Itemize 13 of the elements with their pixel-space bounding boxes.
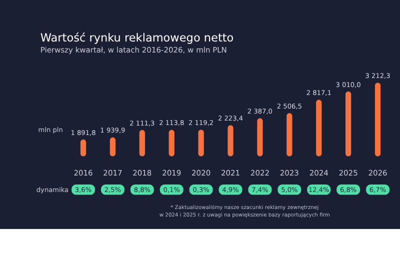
x-tick-label: 2025 xyxy=(338,168,358,178)
x-tick-label: 2021 xyxy=(220,168,240,178)
x-tick-label: 2016 xyxy=(74,168,94,178)
chart-title: Wartość rynku reklamowego netto xyxy=(40,31,234,44)
chart-subtitle: Pierwszy kwartał, w latach 2016-2026, w mln PLN xyxy=(40,46,227,55)
x-tick-label: 2020 xyxy=(192,168,211,178)
x-tick-label: 2026 xyxy=(368,168,388,178)
x-tick-label: 2018 xyxy=(132,168,152,178)
x-tick-label: 2022 xyxy=(250,168,270,178)
x-tick-label: 2023 xyxy=(280,168,300,178)
x-tick-label: 2017 xyxy=(103,168,122,178)
x-tick-label: 2024 xyxy=(309,168,329,178)
x-tick-label: 2019 xyxy=(162,168,182,178)
